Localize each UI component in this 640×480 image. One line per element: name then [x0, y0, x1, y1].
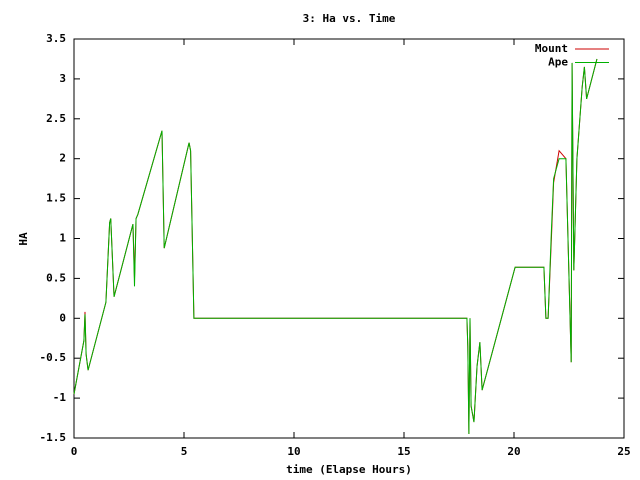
x-tick-label: 5	[181, 445, 188, 458]
x-tick-label: 25	[617, 445, 630, 458]
chart-title: 3: Ha vs. Time	[303, 12, 396, 25]
x-tick-label: 15	[397, 445, 410, 458]
x-tick-label: 20	[507, 445, 520, 458]
y-axis-label: HA	[17, 232, 30, 246]
y-tick-label: 0	[59, 311, 66, 324]
y-tick-label: 1.5	[46, 192, 66, 205]
x-axis-label: time (Elapse Hours)	[286, 463, 412, 476]
y-tick-label: 2.5	[46, 112, 66, 125]
line-series	[73, 58, 598, 435]
line-series	[73, 58, 598, 435]
y-tick-label: -1.5	[40, 431, 67, 444]
y-tick-label: -1	[53, 391, 67, 404]
plot-border	[73, 38, 625, 439]
legend-label: Mount	[535, 42, 568, 55]
y-tick-label: 2	[59, 152, 66, 165]
y-tick-label: 0.5	[46, 271, 66, 284]
y-tick-label: 3.5	[46, 32, 66, 45]
y-tick-label: 1	[59, 232, 66, 245]
x-tick-label: 0	[71, 445, 78, 458]
x-tick-label: 10	[287, 445, 300, 458]
y-tick-label: 3	[59, 72, 66, 85]
y-tick-label: -0.5	[40, 351, 67, 364]
legend-label: Ape	[548, 56, 568, 69]
